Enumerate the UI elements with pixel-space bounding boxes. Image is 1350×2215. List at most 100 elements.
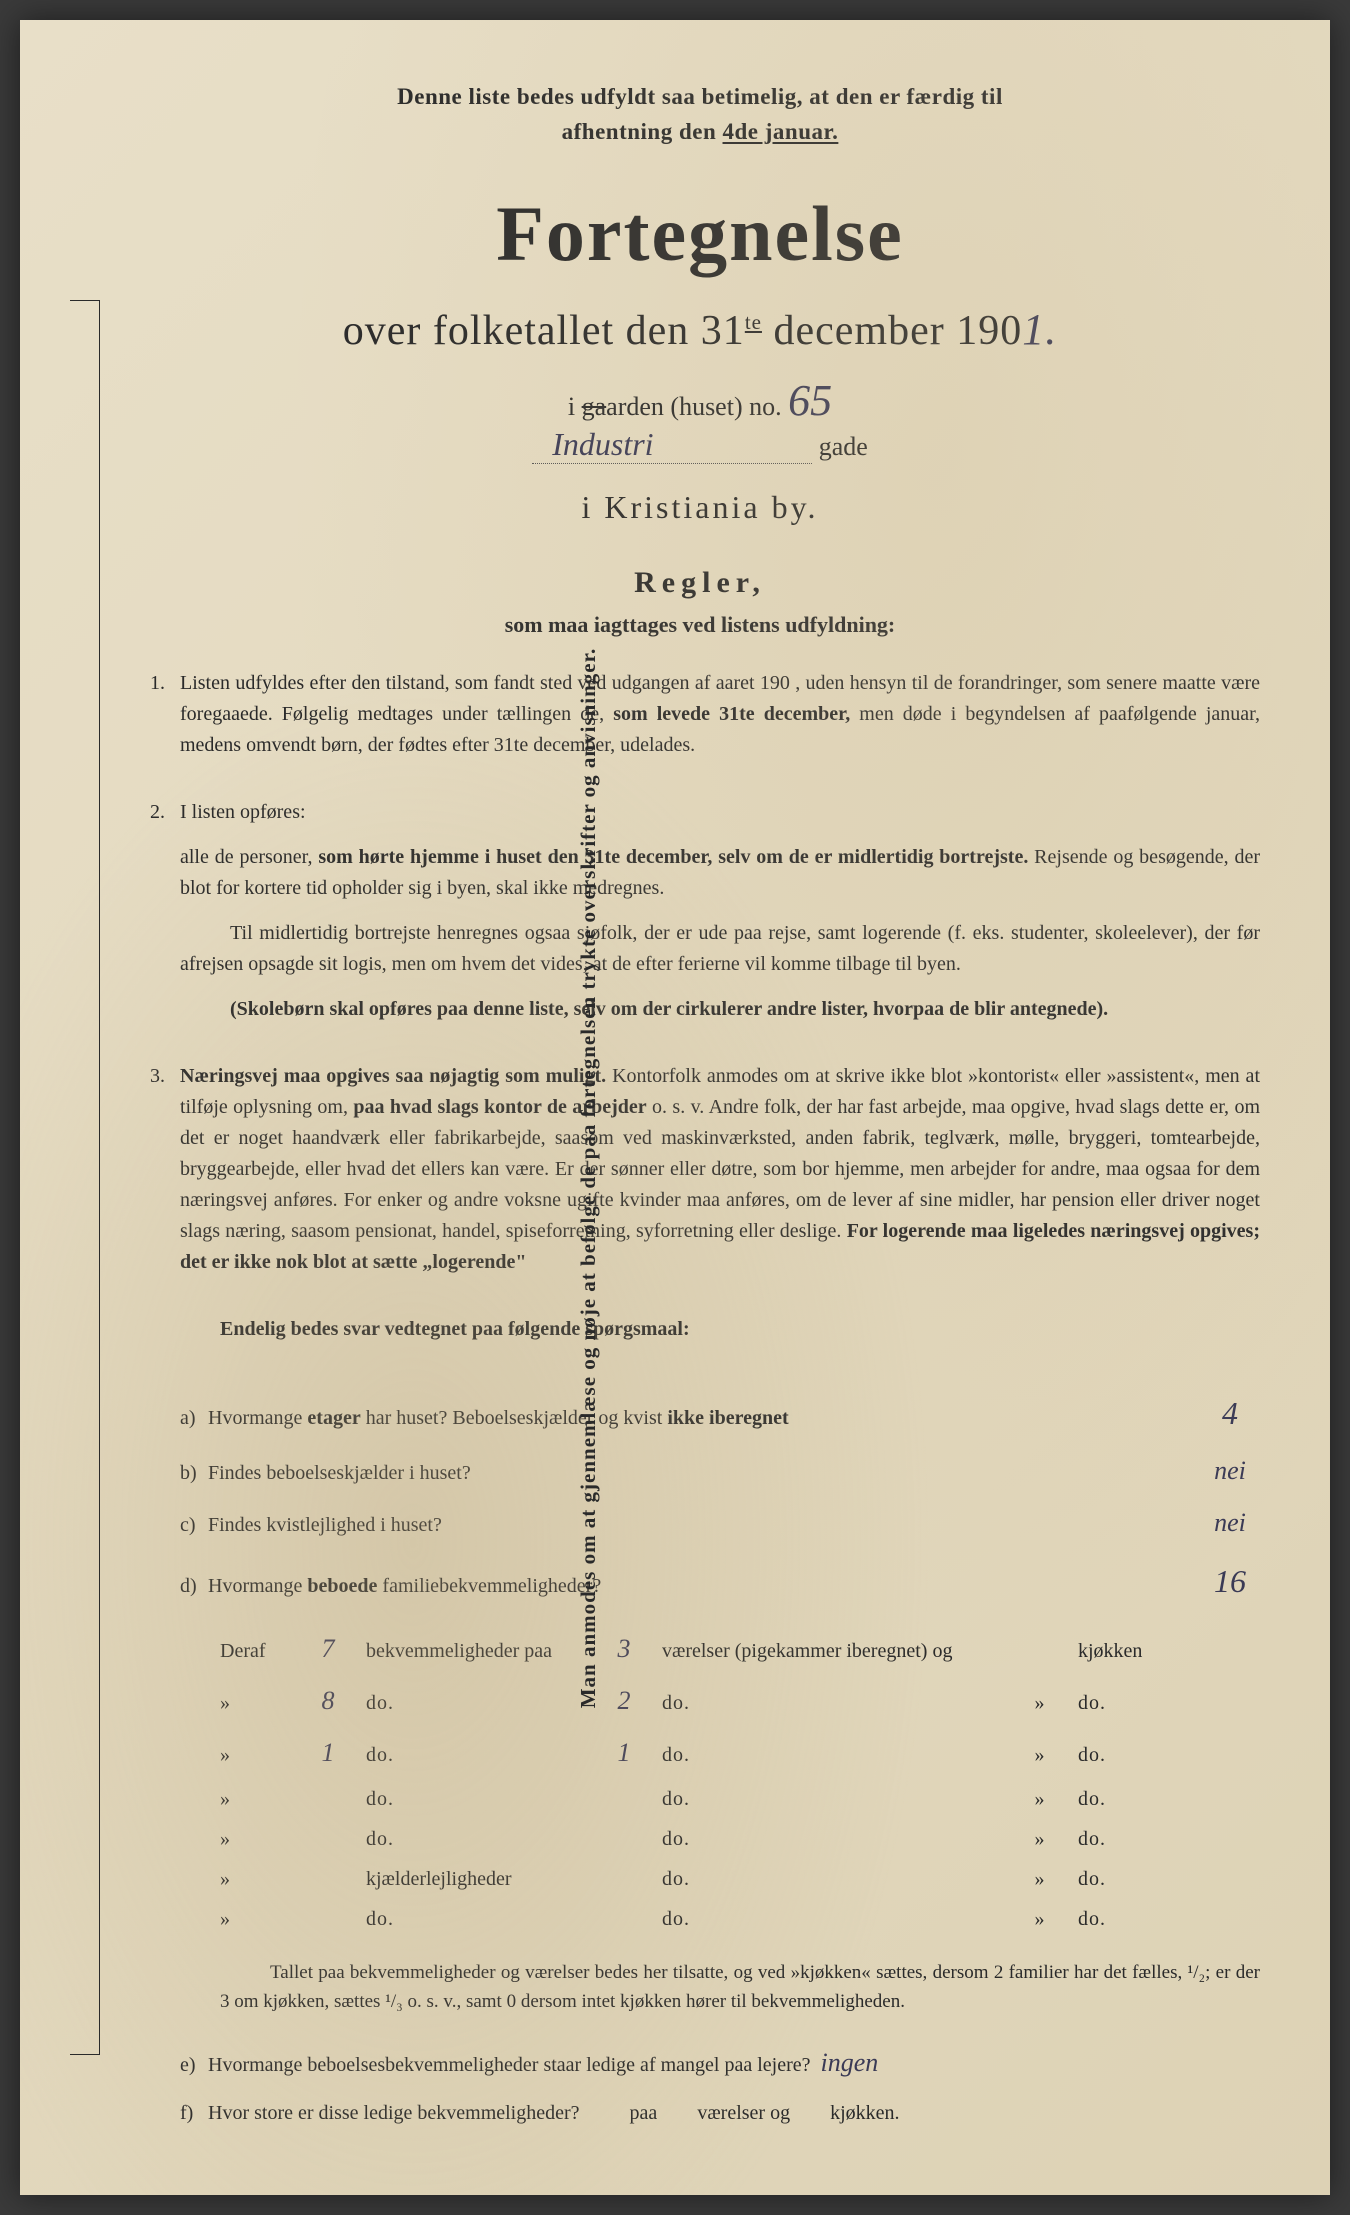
table-cell: do. xyxy=(1078,1779,1178,1819)
rule-number: 1. xyxy=(150,668,180,775)
table-cell: » xyxy=(1010,1735,1070,1775)
q-f-text-a: Hvor store er disse ledige bekvemmelighe… xyxy=(208,2091,580,2135)
table-cell: do. xyxy=(1078,1859,1178,1899)
rule-paragraph: alle de personer, som hørte hjemme i hus… xyxy=(180,842,1260,904)
table-cell: » xyxy=(220,1899,290,1939)
table-cell: do. xyxy=(662,1859,1002,1899)
q-d-label: d) xyxy=(180,1566,208,1606)
table-cell: 3 xyxy=(594,1623,654,1675)
notice-date: 4de januar. xyxy=(723,119,839,144)
table-row: »1do.1do.»do. xyxy=(220,1727,1260,1779)
table-cell: » xyxy=(1010,1859,1070,1899)
table-cell: » xyxy=(1010,1779,1070,1819)
final-questions: e) Hvormange beboelsesbekvemmeligheder s… xyxy=(140,2034,1260,2135)
table-cell: » xyxy=(1010,1899,1070,1939)
rule-paragraph: Listen udfyldes efter den tilstand, som … xyxy=(180,668,1260,761)
addr-arden: arden (huset) no. xyxy=(606,392,788,421)
document-page: Man anmodes om at gjennemlæse og nøje at… xyxy=(20,20,1330,2195)
q-c-answer: nei xyxy=(1200,1497,1260,1549)
q-f-kjok: kjøkken. xyxy=(830,2091,899,2135)
table-row: »kjælderlejlighederdo.»do. xyxy=(220,1859,1260,1899)
rule-paragraph: I listen opføres: xyxy=(180,797,1260,828)
rule-item: 1.Listen udfyldes efter den tilstand, so… xyxy=(150,668,1260,775)
subtitle-sup: te xyxy=(745,310,762,334)
table-row: »do.do.»do. xyxy=(220,1819,1260,1859)
table-row: »do.do.»do. xyxy=(220,1779,1260,1819)
q-f-paa: paa xyxy=(630,2091,658,2135)
table-cell: do. xyxy=(1078,1735,1178,1775)
table-cell: do. xyxy=(662,1779,1002,1819)
margin-note: Man anmodes om at gjennemlæse og nøje at… xyxy=(70,300,100,2055)
q-c-text: Findes kvistlejlighed i huset? xyxy=(208,1505,1350,1545)
rule-body: I listen opføres: alle de personer, som h… xyxy=(180,797,1260,1039)
q-e-label: e) xyxy=(180,2043,208,2087)
table-cell: do. xyxy=(366,1819,586,1859)
q-d-text: Hvormange beboede familiebekvemmelighede… xyxy=(208,1566,1350,1606)
q-a-label: a) xyxy=(180,1398,208,1438)
rule-paragraph: Næringsvej maa opgives saa nøjagtig som … xyxy=(180,1061,1260,1278)
subtitle-b: december 190 xyxy=(762,308,1022,354)
table-cell: bekvemmeligheder paa xyxy=(366,1631,586,1671)
rule-paragraph: Til midlertidig bortrejste henregnes ogs… xyxy=(180,918,1260,980)
top-notice: Denne liste bedes udfyldt saa betimelig,… xyxy=(140,80,1260,149)
q-c-label: c) xyxy=(180,1505,208,1545)
rule-item: 3.Næringsvej maa opgives saa nøjagtig so… xyxy=(150,1061,1260,1292)
table-cell: do. xyxy=(662,1683,1002,1723)
table-cell: Deraf xyxy=(220,1631,290,1671)
table-cell: do. xyxy=(1078,1899,1178,1939)
table-cell: 8 xyxy=(298,1675,358,1727)
rule-number: 3. xyxy=(150,1061,180,1292)
endelig-heading: Endelig bedes svar vedtegnet paa følgend… xyxy=(140,1314,1260,1359)
table-cell: do. xyxy=(662,1735,1002,1775)
dwelling-table: Deraf7bekvemmeligheder paa3værelser (pig… xyxy=(140,1623,1260,1939)
addr-i: i xyxy=(568,392,582,421)
regler-title: Regler, xyxy=(140,566,1260,600)
q-b-label: b) xyxy=(180,1453,208,1493)
hw-street: Industri xyxy=(552,426,653,462)
table-cell: » xyxy=(220,1779,290,1819)
rule-number: 2. xyxy=(150,797,180,1039)
question-e: e) Hvormange beboelsesbekvemmeligheder s… xyxy=(180,2034,1260,2091)
table-row: »8do.2do.»do. xyxy=(220,1675,1260,1727)
hw-house-no: 65 xyxy=(788,376,832,425)
table-cell: » xyxy=(1010,1819,1070,1859)
table-cell: » xyxy=(220,1819,290,1859)
street-blank: Industri xyxy=(532,426,812,464)
rule-body: Listen udfyldes efter den tilstand, som … xyxy=(180,668,1260,775)
footnote: Tallet paa bekvemmeligheder og værelser … xyxy=(140,1959,1260,2016)
subtitle: over folketallet den 31te december 1901. xyxy=(140,304,1260,355)
subtitle-a: over folketallet den 31 xyxy=(343,308,745,354)
hw-year: 1. xyxy=(1022,305,1057,354)
question-c: c) Findes kvistlejlighed i huset? nei xyxy=(180,1497,1260,1549)
table-cell: do. xyxy=(1078,1819,1178,1859)
notice-line1: Denne liste bedes udfyldt saa betimelig,… xyxy=(397,84,1003,109)
notice-line2a: afhentning den xyxy=(562,119,723,144)
address-line1: i gaarden (huset) no. 65 xyxy=(140,375,1260,426)
q-b-text: Findes beboelseskjælder i huset? xyxy=(208,1453,1350,1493)
city-line: i Kristiania by. xyxy=(140,489,1260,526)
gade-label: gade xyxy=(819,432,868,461)
address-block: i gaarden (huset) no. 65 Industri gade xyxy=(140,375,1260,464)
table-cell: 1 xyxy=(594,1727,654,1779)
address-line2: Industri gade xyxy=(140,426,1260,464)
rule-paragraph: (Skolebørn skal opføres paa denne liste,… xyxy=(180,994,1260,1025)
table-cell: » xyxy=(220,1735,290,1775)
addr-strike: ga xyxy=(582,392,607,421)
table-cell: do. xyxy=(662,1899,1002,1939)
regler-sub: som maa iagttages ved listens udfyldning… xyxy=(140,612,1260,638)
table-cell: do. xyxy=(366,1899,586,1939)
table-row: »do.do.»do. xyxy=(220,1899,1260,1939)
margin-note-text: Man anmodes om at gjennemlæse og nøje at… xyxy=(576,647,601,1708)
rule-item: 2.I listen opføres: alle de personer, som… xyxy=(150,797,1260,1039)
table-cell: » xyxy=(220,1859,290,1899)
q-e-text: Hvormange beboelsesbekvemmeligheder staa… xyxy=(208,2043,811,2087)
q-f-label: f) xyxy=(180,2091,208,2135)
q-e-answer: ingen xyxy=(821,2034,879,2091)
table-cell: kjøkken xyxy=(1078,1631,1178,1671)
q-f-vaer: værelser og xyxy=(697,2091,790,2135)
table-cell: 7 xyxy=(298,1623,358,1675)
rule-body: Næringsvej maa opgives saa nøjagtig som … xyxy=(180,1061,1260,1292)
table-row: Deraf7bekvemmeligheder paa3værelser (pig… xyxy=(220,1623,1260,1675)
table-cell: do. xyxy=(1078,1683,1178,1723)
q-b-answer: nei xyxy=(1200,1445,1260,1497)
